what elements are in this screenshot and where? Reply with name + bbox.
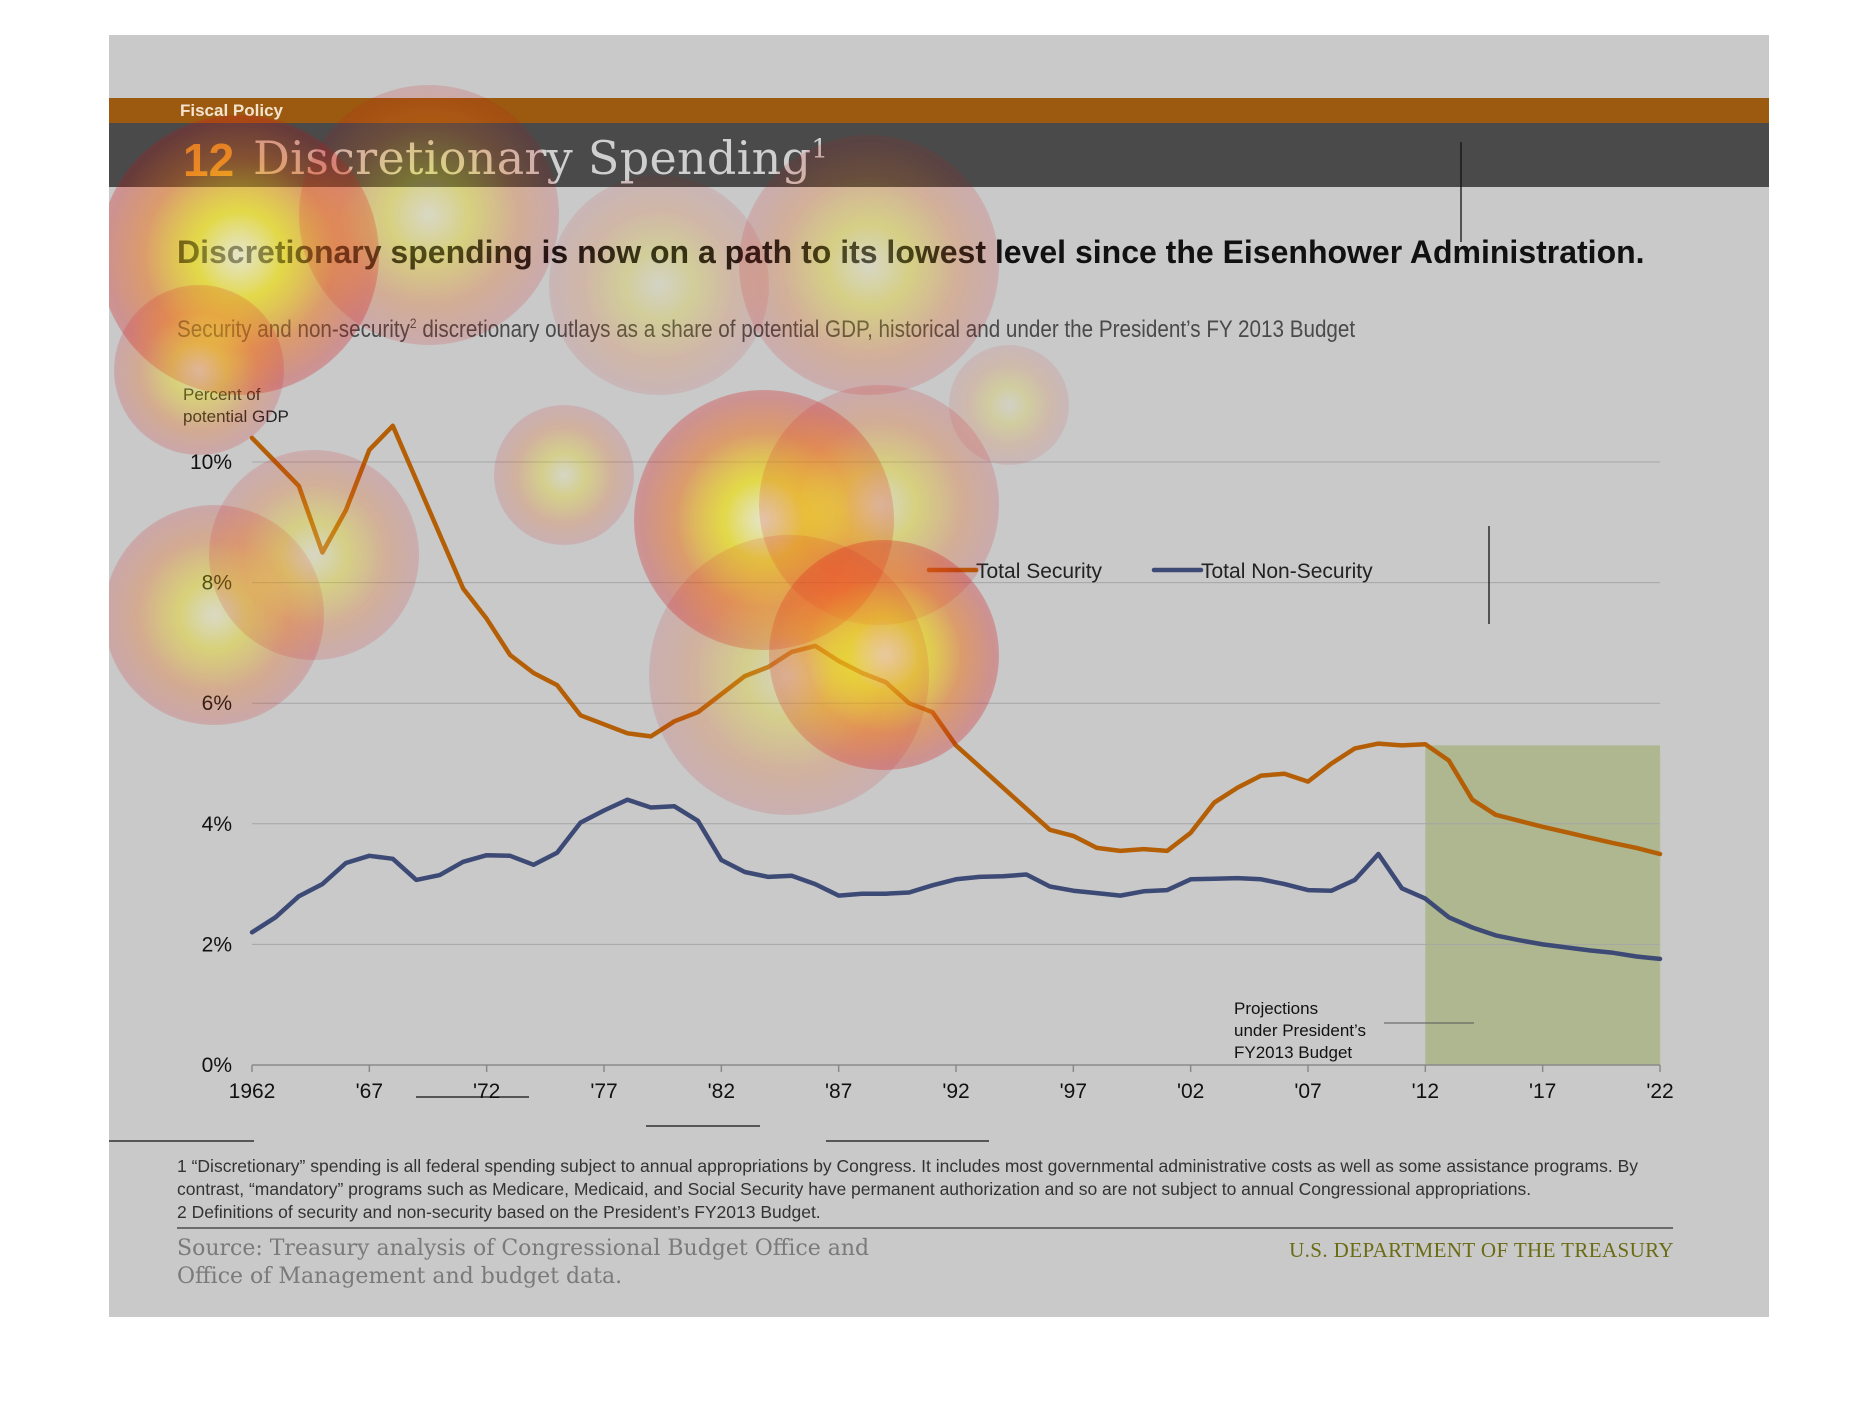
projection-annotation: FY2013 Budget [1234, 1043, 1352, 1062]
x-tick-label: '02 [1177, 1080, 1204, 1103]
y-axis-title-line-2: potential GDP [183, 407, 289, 426]
x-tick-label: '67 [356, 1080, 383, 1103]
y-tick-label: 0% [202, 1054, 232, 1077]
y-tick-label: 2% [202, 933, 232, 956]
x-tick-label: 1962 [229, 1080, 276, 1103]
footer-divider [177, 1227, 1673, 1229]
agency-name: U.S. DEPARTMENT OF THE TREASURY [1289, 1238, 1674, 1262]
y-tick-label: 8% [202, 572, 232, 595]
footnote-2: 2 Definitions of security and non-securi… [177, 1202, 821, 1222]
y-tick-label: 10% [190, 451, 232, 474]
x-tick-label: '97 [1060, 1080, 1087, 1103]
title-footnote-marker: 1 [811, 134, 829, 165]
series-line-total-non-security [249, 797, 1663, 962]
x-tick-label: '17 [1529, 1080, 1556, 1103]
projection-annotation: Projections [1234, 999, 1318, 1018]
x-tick-label: '72 [473, 1080, 500, 1103]
line-chart: 0% 2% 4% 6% 8% 10% 1962 '67 '72 '77 '82 '87 '92 '97 '0… [109, 142, 1674, 1142]
footnote-1: 1 “Discretionary” spending is all federa… [177, 1156, 1638, 1199]
y-tick-label: 4% [202, 813, 232, 836]
legend-label: Total Security [976, 560, 1103, 583]
x-tick-label: '87 [825, 1080, 852, 1103]
legend-label: Total Non-Security [1201, 560, 1373, 583]
subtitle-part-2: discretionary outlays as a share of pote… [416, 316, 1356, 343]
projection-region [1425, 745, 1660, 1065]
projection-annotation: under President’s [1234, 1021, 1366, 1040]
x-tick-label: '77 [590, 1080, 617, 1103]
x-tick-label: '82 [708, 1080, 735, 1103]
x-tick-label: '92 [942, 1080, 969, 1103]
source-note: Source: Treasury analysis of Congression… [177, 1236, 870, 1289]
slide: Fiscal Policy 12 Discretionary Spending1… [109, 35, 1769, 1317]
x-tick-label: '22 [1646, 1080, 1673, 1103]
x-tick-label: '12 [1412, 1080, 1439, 1103]
y-axis-title-line-1: Percent of [183, 385, 261, 404]
y-tick-label: 6% [202, 692, 232, 715]
x-tick-label: '07 [1294, 1080, 1321, 1103]
footnotes: 1 “Discretionary” spending is all federa… [177, 1155, 1689, 1224]
